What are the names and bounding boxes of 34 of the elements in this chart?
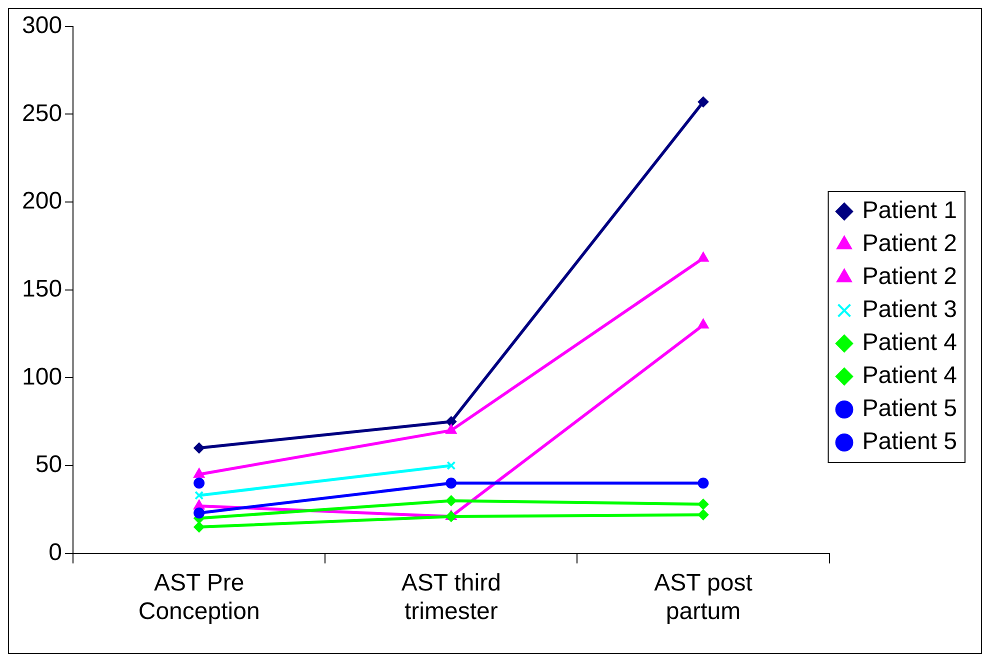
- y-tick-label: 0: [48, 539, 62, 566]
- point: [194, 522, 205, 533]
- point: [194, 490, 204, 500]
- point: [194, 507, 205, 518]
- point: [698, 509, 709, 520]
- legend-label: Patient 5: [862, 428, 957, 456]
- legend-label: Patient 2: [862, 230, 957, 258]
- legend-label: Patient 4: [862, 329, 957, 356]
- point: [698, 478, 709, 489]
- point: [698, 498, 709, 510]
- y-tick-label: 50: [35, 451, 62, 478]
- point: [446, 461, 456, 470]
- x-tick-label: AST post partum: [654, 569, 753, 626]
- point: [446, 511, 457, 522]
- point: [698, 96, 709, 108]
- point: [698, 252, 709, 262]
- y-tick-label: 100: [22, 363, 62, 390]
- y-tick-label: 250: [22, 100, 62, 127]
- y-tick-label: 150: [22, 276, 62, 303]
- legend-label: Patient 3: [862, 296, 957, 324]
- point: [446, 478, 457, 489]
- point: [446, 495, 457, 506]
- x-tick-label: AST Pre Conception: [138, 569, 260, 626]
- legend-label: Patient 2: [862, 263, 957, 290]
- y-tick-label: 300: [22, 12, 62, 40]
- legend-label: Patient 5: [862, 395, 957, 422]
- x-tick-label: AST third trimester: [401, 569, 501, 626]
- y-tick-label: 200: [22, 188, 62, 215]
- point: [194, 442, 205, 454]
- legend-label: Patient 4: [862, 362, 957, 390]
- legend-label: Patient 1: [862, 197, 957, 224]
- point: [446, 416, 457, 428]
- point: [698, 318, 709, 329]
- point: [194, 478, 205, 489]
